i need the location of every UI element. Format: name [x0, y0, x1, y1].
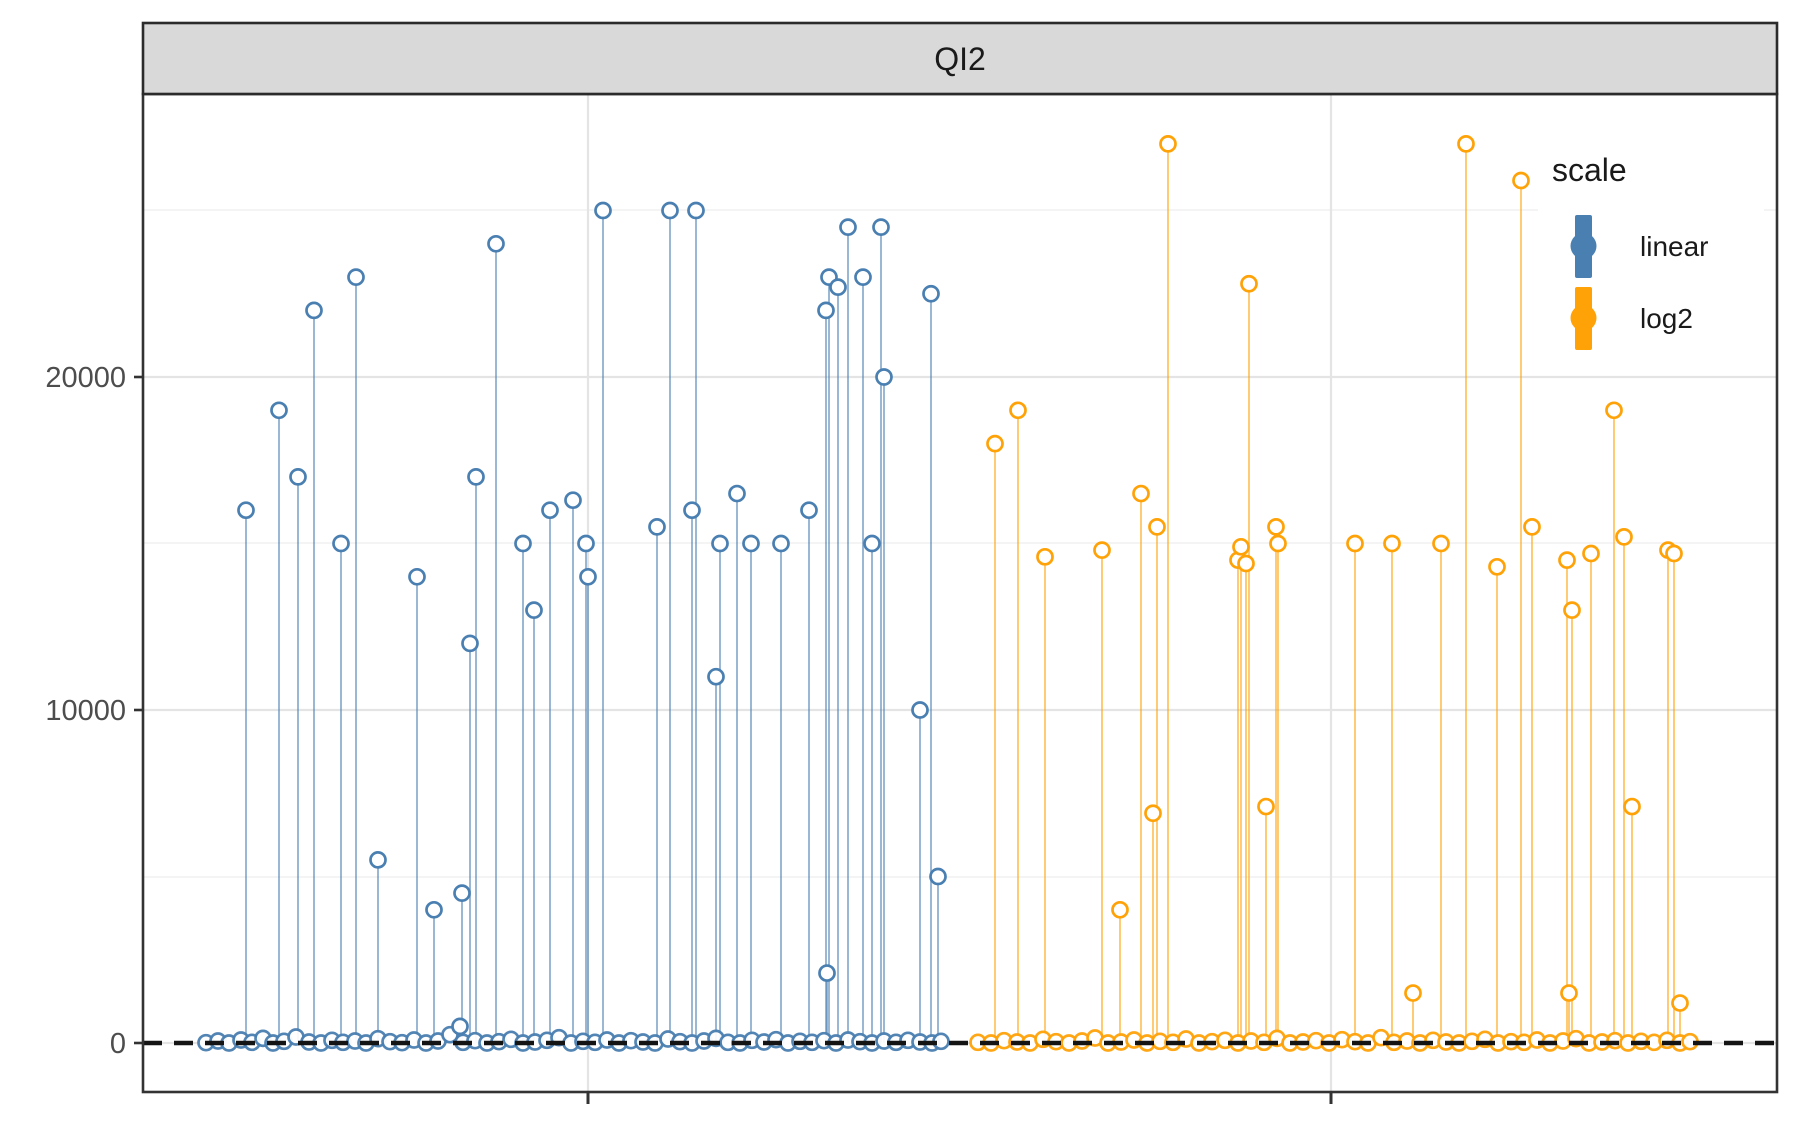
stem-point [305, 301, 323, 320]
stem-point [461, 634, 479, 653]
stem-point [467, 468, 485, 486]
stem-point [332, 534, 350, 553]
stem-point [1457, 135, 1475, 153]
stem-point [1346, 534, 1364, 553]
stem-point [1036, 547, 1054, 566]
stem-point [1671, 994, 1689, 1012]
stem-point [872, 218, 890, 236]
stem-point [1240, 274, 1258, 293]
stem-point [453, 884, 471, 903]
stem-point [911, 701, 929, 719]
stem-point [1432, 534, 1450, 553]
stem-point [1237, 554, 1255, 573]
stem-point [863, 534, 881, 553]
stem-point [1512, 171, 1530, 190]
stem-point [875, 368, 893, 386]
stem-point [1560, 984, 1578, 1002]
stem-point [661, 201, 679, 220]
stem-point [369, 850, 387, 869]
stem-point [1623, 797, 1641, 816]
y-tick-label-10000: 10000 [45, 695, 126, 727]
stem-point [707, 667, 725, 686]
stem-lines-log2 [994, 143, 1681, 1043]
stem-points-log2 [986, 135, 1689, 1012]
stem-point [237, 501, 255, 520]
stem-point [594, 201, 612, 220]
stem-point [817, 301, 835, 320]
stem-point [742, 534, 760, 553]
stem-point [839, 218, 857, 236]
stem-point [854, 268, 872, 286]
stem-point [818, 964, 836, 982]
stem-point [800, 501, 818, 520]
stem-point [564, 491, 582, 510]
stem-point [514, 534, 532, 553]
stem-point [1605, 401, 1623, 420]
stem-point [451, 1017, 469, 1036]
stem-point [1582, 544, 1600, 563]
stem-point [487, 234, 505, 253]
stem-point [1159, 135, 1177, 153]
x-axis [586, 1092, 1333, 1104]
stem-point [728, 484, 746, 503]
stem-point [289, 468, 307, 486]
legend-entry-log2[interactable]: log2 [1570, 287, 1693, 350]
stem-point [1093, 541, 1111, 560]
stem-point [347, 268, 365, 286]
stem-point [541, 501, 559, 520]
stem-point [1148, 517, 1166, 536]
linear-key-point [1570, 233, 1597, 259]
stem-point [1615, 527, 1633, 546]
stem-point [1665, 544, 1683, 563]
y-axis: 0 10000 20000 [45, 362, 143, 1060]
stem-points-linear [237, 201, 947, 1036]
stem-point [711, 534, 729, 553]
stem-point [577, 534, 595, 553]
stem-point [1558, 551, 1576, 570]
legend-label-linear: linear [1640, 231, 1708, 262]
legend-entry-linear[interactable]: linear [1570, 215, 1709, 278]
stem-point [1383, 534, 1401, 553]
legend-title: scale [1552, 152, 1627, 188]
strip-title: QI2 [934, 41, 986, 77]
stem-point [1132, 484, 1150, 503]
y-tick-label-20000: 20000 [45, 362, 126, 394]
stem-lines-linear [245, 210, 939, 1043]
stem-point [1257, 797, 1275, 816]
stem-point [1523, 517, 1541, 536]
stem-point [579, 567, 597, 586]
log2-key-point [1570, 305, 1597, 331]
facet-strip: QI2 [141, 21, 1779, 96]
stem-point [986, 434, 1004, 453]
panel-background [143, 94, 1777, 1092]
stem-point [1404, 984, 1422, 1002]
y-tick-label-0: 0 [110, 1028, 126, 1060]
stem-point [1009, 401, 1027, 420]
legend-label-log2: log2 [1640, 303, 1693, 334]
stem-point [270, 401, 288, 420]
stem-point [1563, 601, 1581, 619]
stem-point [683, 501, 701, 520]
stem-point [648, 517, 666, 536]
legend: scale linear log2 [1538, 126, 1764, 364]
stem-point [772, 534, 790, 553]
stem-point [1232, 537, 1250, 556]
stem-point [525, 601, 543, 619]
stem-point [1488, 557, 1506, 576]
stem-point [687, 201, 705, 220]
strip-background [141, 21, 1779, 96]
stem-point [829, 278, 847, 296]
stem-point [1144, 804, 1162, 823]
stem-point [425, 900, 443, 919]
stem-point [1269, 534, 1287, 553]
stem-point [929, 867, 947, 886]
stem-point [408, 567, 426, 586]
stem-point [1267, 517, 1285, 536]
stem-point [922, 284, 940, 303]
stem-point [1111, 900, 1129, 919]
